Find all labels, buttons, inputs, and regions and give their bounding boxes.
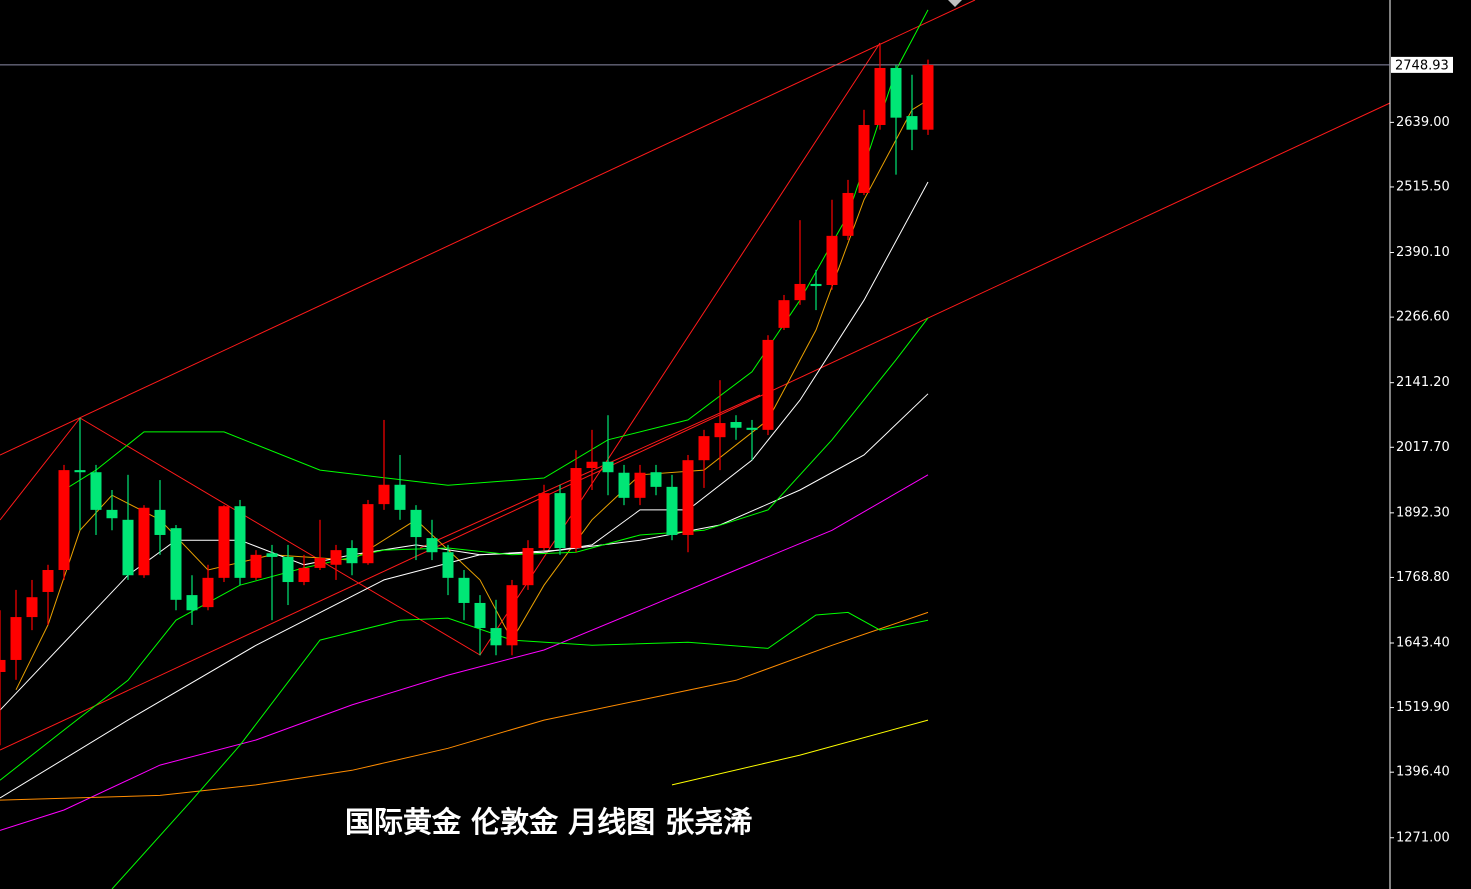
- candle-body: [490, 628, 502, 646]
- candle-body: [58, 470, 70, 571]
- candle-body: [698, 436, 710, 461]
- candle-body: [890, 67, 902, 118]
- indicator-line: [111, 611, 929, 889]
- y-tick-label: 2390.10: [1396, 245, 1450, 260]
- chart-title: 国际黄金 伦敦金 月线图 张尧浠: [345, 805, 752, 839]
- candle-body: [906, 116, 918, 130]
- channel-lower: [0, 102, 1391, 751]
- candle-body: [170, 528, 182, 600]
- candle-body: [570, 468, 582, 549]
- candle-body: [538, 493, 550, 549]
- candle-body: [810, 283, 822, 287]
- candle-body: [474, 602, 486, 629]
- zigzag: [0, 42, 881, 656]
- candle-body: [730, 422, 742, 428]
- candle-body: [218, 506, 230, 578]
- candle-body: [74, 470, 86, 473]
- candle-body: [202, 577, 214, 608]
- candle-body: [186, 595, 198, 611]
- candle-body: [922, 64, 934, 130]
- candle-body: [618, 472, 630, 498]
- candle-body: [90, 472, 102, 510]
- candle-body: [138, 507, 150, 576]
- candle-body: [106, 509, 118, 519]
- candle-body: [362, 504, 374, 564]
- candle-body: [778, 300, 790, 328]
- candle-body: [330, 550, 342, 565]
- candle-body: [762, 339, 774, 430]
- candle-body: [826, 235, 838, 286]
- candle-body: [842, 192, 854, 236]
- y-tick-label: 1768.80: [1396, 570, 1450, 585]
- y-tick-label: 2515.50: [1396, 179, 1450, 194]
- indicator-line: [0, 611, 929, 801]
- candle-body: [394, 484, 406, 510]
- candle-body: [586, 461, 598, 469]
- candle-body: [298, 567, 310, 583]
- candle-body: [346, 548, 358, 564]
- candle-body: [26, 597, 38, 618]
- candle-body: [858, 124, 870, 193]
- candle-body: [506, 585, 518, 646]
- candle-body: [282, 556, 294, 583]
- candle-body: [650, 472, 662, 487]
- candle-body: [0, 659, 6, 672]
- candle-body: [250, 554, 262, 578]
- candle-body: [522, 548, 534, 586]
- price-box: [1391, 56, 1453, 73]
- candle-body: [42, 570, 54, 592]
- candle-body: [266, 553, 278, 557]
- indicator-line: [0, 474, 929, 831]
- y-tick-label: 2266.60: [1396, 310, 1450, 325]
- indicator-line: [0, 181, 929, 711]
- price-label: 2748.93: [1395, 58, 1449, 73]
- candle-body: [10, 617, 22, 660]
- candle-body: [314, 557, 326, 568]
- candle-body: [682, 460, 694, 535]
- candle-body: [666, 486, 678, 535]
- channel-upper: [0, 0, 976, 456]
- y-tick-label: 1519.90: [1396, 700, 1450, 715]
- candle-body: [378, 484, 390, 505]
- candle-body: [554, 493, 566, 549]
- trendline: [419, 394, 761, 549]
- candle-body: [410, 509, 422, 538]
- candle-body: [154, 509, 166, 535]
- indicator-line: [0, 317, 929, 781]
- candle-body: [714, 423, 726, 438]
- candle-body: [426, 538, 438, 553]
- trendlines: [0, 0, 1391, 751]
- candle-body: [794, 283, 806, 301]
- candle-body: [234, 506, 246, 578]
- candle-body: [602, 461, 614, 473]
- candle-body: [746, 427, 758, 430]
- y-tick-label: 2017.70: [1396, 440, 1450, 455]
- marker: [948, 0, 962, 7]
- candle-body: [634, 472, 646, 498]
- y-tick-label: 1643.40: [1396, 636, 1450, 651]
- candle-body: [874, 67, 886, 125]
- y-tick-label: 2141.20: [1396, 375, 1450, 390]
- y-tick-label: 1892.30: [1396, 505, 1450, 520]
- candle-body: [442, 552, 454, 578]
- y-tick-label: 1271.00: [1396, 830, 1450, 845]
- y-tick-label: 1396.40: [1396, 765, 1450, 780]
- y-tick-label: 2639.00: [1396, 115, 1450, 130]
- candle-body: [458, 577, 470, 603]
- indicator-line: [671, 719, 929, 786]
- candle-body: [122, 519, 134, 576]
